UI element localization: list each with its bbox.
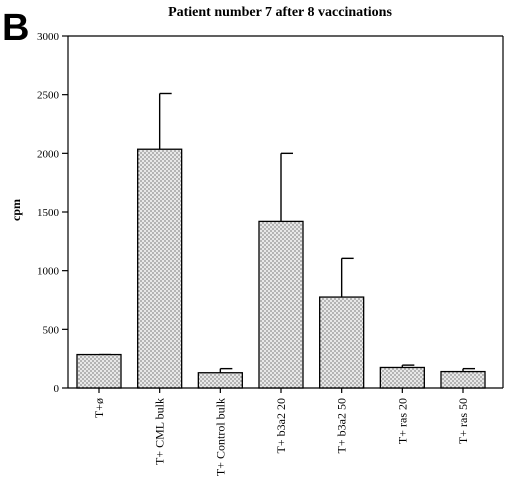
panel-letter: B	[2, 7, 29, 49]
y-tick-label: 1000	[37, 266, 60, 278]
bars	[76, 148, 486, 389]
y-tick-label: 500	[43, 324, 60, 336]
bar	[379, 366, 425, 389]
bar	[137, 148, 183, 389]
x-category-label: T+ CML bulk	[153, 398, 167, 465]
x-category-label: T+ ras 50	[456, 398, 470, 444]
y-tick-label: 0	[54, 383, 60, 395]
y-tick-label: 1500	[37, 207, 60, 219]
chart-title: Patient number 7 after 8 vaccinations	[168, 5, 392, 20]
y-tick-label: 2500	[37, 90, 60, 102]
bar	[258, 220, 304, 389]
x-category-label: T+ b3a2 20	[274, 398, 288, 453]
bar	[76, 353, 122, 389]
y-axis-ticks: 0 500 1000 1500 2000 2500 3000	[37, 31, 68, 395]
y-tick-label: 2000	[37, 148, 60, 160]
x-category-label: T+ ras 20	[395, 398, 409, 444]
x-category-label: T+ø	[92, 398, 106, 418]
bar	[440, 370, 486, 389]
y-tick-label: 3000	[37, 31, 60, 43]
x-category-label: T+ Control bulk	[213, 398, 227, 476]
x-axis-tick-labels: T+ø T+ CML bulk T+ Control bulk T+ b3a2 20 T…	[92, 388, 470, 476]
y-axis-label: cpm	[9, 199, 23, 221]
bar	[197, 372, 243, 389]
x-category-label: T+ b3a2 50	[335, 398, 349, 453]
bar	[319, 296, 365, 389]
